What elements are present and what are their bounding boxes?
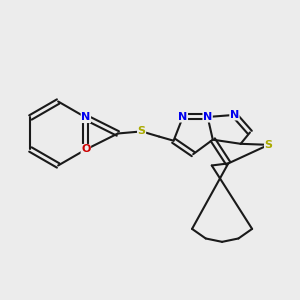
Text: N: N [178,112,188,122]
Text: N: N [203,112,212,122]
Text: N: N [230,110,239,120]
Text: O: O [81,145,91,154]
Text: N: N [81,112,91,122]
Text: S: S [265,140,272,150]
Text: S: S [138,126,146,136]
